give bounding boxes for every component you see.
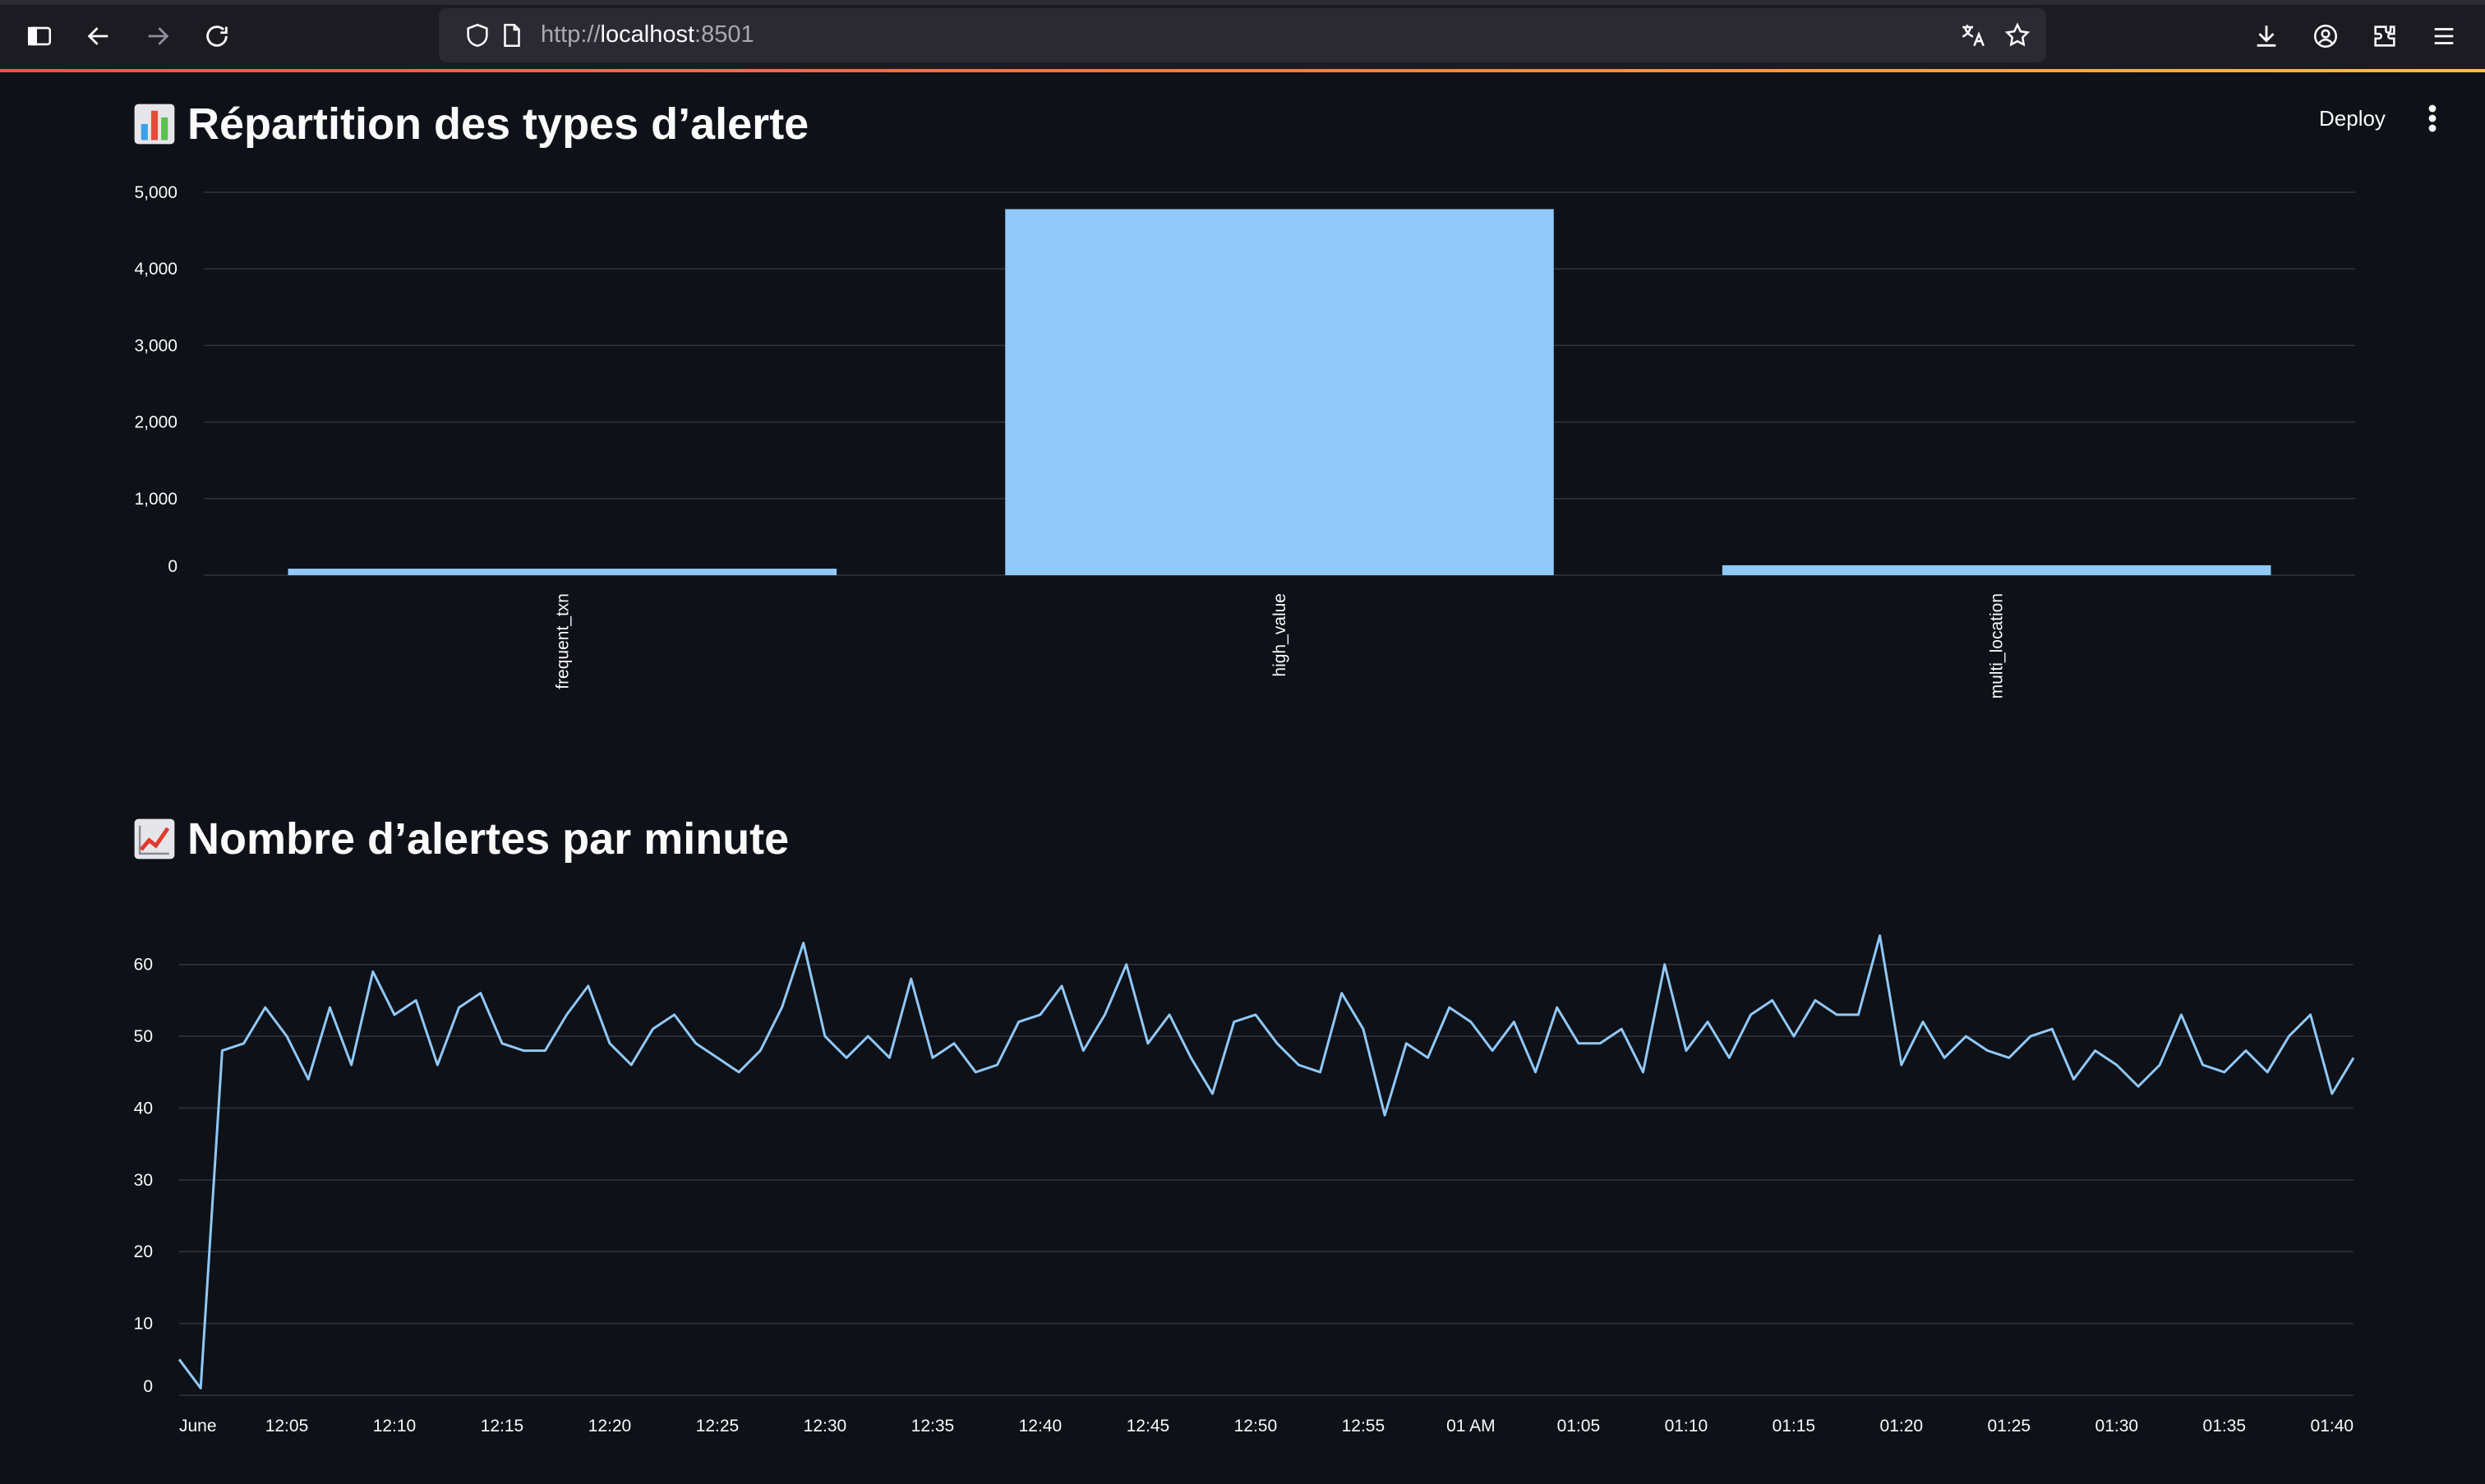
x-tick-label: 12:30 [804,1417,847,1436]
sidebar-toggle-icon[interactable] [20,16,59,56]
y-tick-label: 2,000 [134,413,178,432]
x-tick-label: 01:35 [2203,1417,2247,1436]
x-tick-label: 01:20 [1880,1417,1924,1436]
url-scheme: http:// [541,21,601,48]
tab-strip [0,0,2485,5]
chart-increasing-emoji-icon [134,818,175,860]
account-icon[interactable] [2306,16,2345,56]
x-tick-label: 01:05 [1557,1417,1601,1436]
x-tick-label: 01:15 [1773,1417,1816,1436]
alerts-per-minute-line-chart: 0 10 20 30 40 50 60 June 12:05 12:10 12:15 12:20 12:… [134,934,2355,1436]
x-category-label: multi_location [1988,593,2007,698]
bar [288,569,837,575]
browser-toolbar: http://localhost:8501 [0,0,2485,69]
forward-arrow-icon[interactable] [138,16,178,56]
x-category-label: high_value [1270,593,1289,677]
x-tick-label: June [179,1417,217,1436]
y-tick-label: 20 [134,1242,153,1261]
x-tick-label: 01 AM [1446,1417,1496,1436]
section-title-text: Répartition des types d’alerte [187,99,809,149]
section-title-text: Nombre d’alertes par minute [187,814,790,864]
x-tick-label: 01:10 [1665,1417,1708,1436]
x-tick-label: 12:45 [1127,1417,1170,1436]
deploy-button[interactable]: Deploy [2304,100,2400,136]
shield-icon[interactable] [463,21,491,49]
x-tick-label: 12:05 [265,1417,309,1436]
y-tick-label: 3,000 [134,336,178,355]
x-tick-label: 12:40 [1019,1417,1063,1436]
loading-accent-line [0,69,2485,72]
y-tick-label: 0 [168,557,178,576]
section-title-alerts-per-minute: Nombre d’alertes par minute [133,813,789,864]
x-tick-label: 01:25 [1988,1417,2031,1436]
reload-icon[interactable] [197,16,237,56]
y-tick-label: 10 [134,1315,153,1334]
app-header: Deploy [0,72,2485,164]
url-text[interactable]: http://localhost:8501 [541,21,754,48]
x-tick-label: 12:50 [1234,1417,1278,1436]
y-tick-label: 60 [134,956,153,975]
hamburger-menu-icon[interactable] [2424,16,2464,56]
y-tick-label: 5,000 [134,183,178,202]
y-tick-label: 30 [134,1171,153,1190]
x-tick-label: 12:25 [696,1417,740,1436]
y-tick-label: 1,000 [134,490,178,509]
page-icon[interactable] [498,21,526,49]
url-host: localhost [600,21,695,48]
y-tick-label: 50 [134,1027,153,1046]
alert-types-bar-chart: 0 1,000 2,000 3,000 4,000 5,000 frequent_txn hi… [134,183,2355,698]
section-title-alert-types: Répartition des types d’alerte [133,99,809,150]
x-tick-label: 12:55 [1342,1417,1385,1436]
kebab-menu-icon[interactable] [2418,99,2447,138]
translate-icon[interactable] [1959,21,1987,49]
bar [1005,209,1554,575]
series-line [178,934,2355,1390]
x-tick-label: 01:30 [2095,1417,2139,1436]
bookmark-star-icon[interactable] [2003,21,2031,49]
x-tick-label: 12:10 [373,1417,417,1436]
y-tick-label: 4,000 [134,260,178,279]
x-tick-label: 01:40 [2311,1417,2354,1436]
downloads-icon[interactable] [2247,16,2286,56]
back-arrow-icon[interactable] [79,16,118,56]
address-bar[interactable]: http://localhost:8501 [439,8,2046,62]
y-tick-label: 0 [143,1377,153,1396]
y-tick-label: 40 [134,1099,153,1118]
x-tick-label: 12:20 [588,1417,632,1436]
x-category-label: frequent_txn [553,593,572,689]
bar [1722,565,2271,575]
bar-chart-emoji-icon [134,104,175,145]
x-tick-label: 12:35 [911,1417,955,1436]
extensions-icon[interactable] [2365,16,2404,56]
x-tick-label: 12:15 [481,1417,524,1436]
url-port: :8501 [694,21,754,48]
